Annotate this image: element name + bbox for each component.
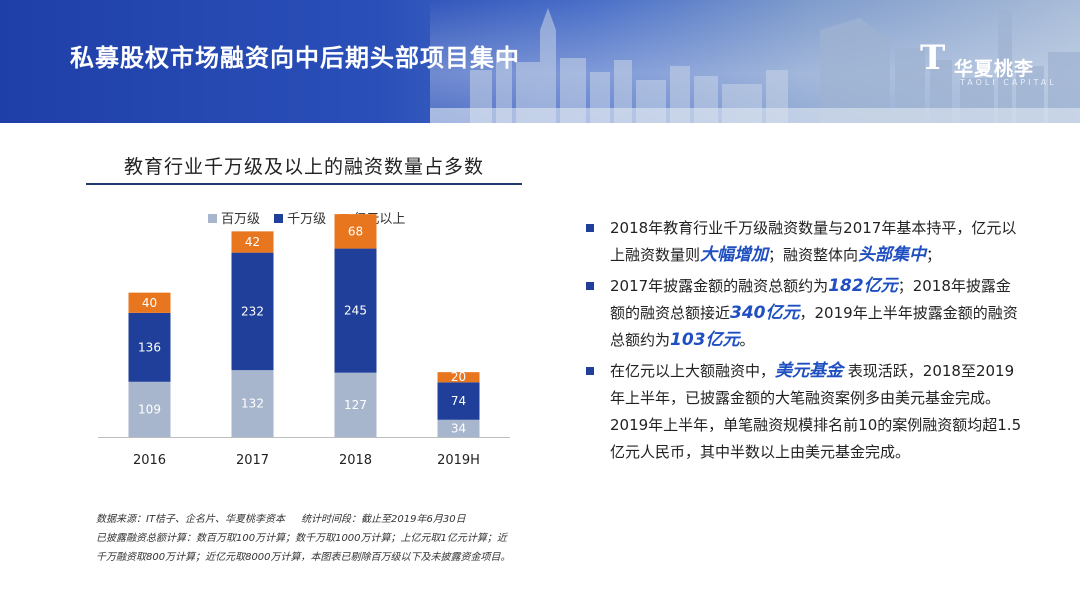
company-logo: T 华夏桃李 TAOLI CAPITAL: [920, 38, 1054, 88]
bar-2017-series-0: [231, 370, 274, 437]
data-label-2016-series-1: 136: [138, 340, 161, 354]
bar-2018-series-1: [334, 248, 377, 373]
finding-2-text-c: ，2019年上半年披露金额的融资总额约为: [610, 304, 1018, 349]
finding-1: 2018年教育行业千万级融资数量与2017年基本持平，亿元以上融资数量则大幅增加…: [584, 215, 1024, 269]
logo-subtitle: TAOLI CAPITAL: [960, 78, 1057, 87]
legend-label-million: 百万级: [221, 212, 261, 227]
finding-2-text-b: ；2018年披露金额的融资总额接近: [610, 277, 1011, 322]
legend-swatch-ten-million: [274, 214, 284, 223]
data-label-2018-series-0: 127: [344, 398, 367, 412]
data-source-note: 数据来源：IT桔子、企名片、华夏桃李资本 统计时间段：截止至2019年6月30日 …: [96, 510, 596, 567]
bar-2019H-series-0: [437, 419, 480, 437]
finding-1-highlight-b: 头部集中: [858, 245, 927, 265]
bar-2016-series-2: [128, 292, 171, 313]
source-line-2: 已披露融资总额计算：数百万取100万计算；数千万取1000万计算；上亿元取1亿元…: [96, 533, 507, 544]
finding-1-highlight-a: 大幅增加: [700, 245, 769, 265]
bar-2016-series-1: [128, 312, 171, 382]
source-period: 统计时间段：截止至2019年6月30日: [301, 514, 466, 525]
bullet-square-icon: [586, 224, 594, 232]
finding-2-highlight-c: 103亿元: [670, 330, 740, 350]
data-label-2017-series-1: 232: [241, 304, 264, 318]
finding-1-text-a: 2018年教育行业千万级融资数量与2017年基本持平，亿元以上融资数量则: [610, 219, 1017, 264]
data-label-2018-series-2: 68: [348, 224, 363, 238]
finding-2-text-d: 。: [739, 331, 755, 349]
x-tick-label-2017: 2017: [236, 453, 269, 468]
x-tick-label-2018: 2018: [339, 453, 372, 468]
x-tick-label-2019H: 2019H: [437, 453, 480, 468]
bar-2017-series-2: [231, 231, 274, 253]
bullet-square-icon: [586, 282, 594, 290]
data-label-2017-series-0: 132: [241, 397, 264, 411]
header-banner: 私募股权市场融资向中后期头部项目集中 T 华夏桃李 TAOLI CAPITAL: [0, 0, 1080, 123]
chart-title: 教育行业千万级及以上的融资数量占多数: [123, 156, 484, 178]
logo-mark: T: [920, 38, 946, 78]
bar-2017-series-1: [231, 252, 274, 371]
bar-2018-series-0: [334, 372, 377, 437]
finding-2-text-a: 2017年披露金额的融资总额约为: [610, 277, 829, 295]
city-skyline-illustration: [430, 8, 1080, 123]
legend-item-million: 百万级: [208, 208, 260, 227]
source-origin: 数据来源：IT桔子、企名片、华夏桃李资本: [96, 514, 286, 525]
finding-1-text-c: ；: [926, 246, 942, 264]
bar-2019H-series-2: [437, 372, 480, 383]
data-label-2019H-series-0: 34: [451, 421, 466, 435]
finding-3-text-b: 表现活跃，2018至2019年上半年，已披露金额的大笔融资案例多由美元基金完成。…: [610, 362, 1022, 461]
data-label-2018-series-1: 245: [344, 304, 367, 318]
finding-3-highlight-a: 美元基金: [775, 361, 844, 381]
finding-1-text-b: ；融资整体向: [768, 246, 859, 264]
data-label-2019H-series-1: 74: [451, 394, 466, 408]
data-label-2019H-series-2: 20: [451, 370, 466, 384]
bar-2018-series-2: [334, 214, 377, 249]
key-findings-list: 2018年教育行业千万级融资数量与2017年基本持平，亿元以上融资数量则大幅增加…: [584, 215, 1024, 470]
bar-2019H-series-1: [437, 382, 480, 420]
finding-3: 在亿元以上大额融资中，美元基金 表现活跃，2018至2019年上半年，已披露金额…: [584, 358, 1024, 466]
finding-2-highlight-b: 340亿元: [730, 303, 800, 323]
x-tick-label-2016: 2016: [133, 453, 166, 468]
bullet-square-icon: [586, 367, 594, 375]
bar-2016-series-0: [128, 381, 171, 437]
legend-item-ten-million: 千万级: [274, 208, 326, 227]
chart-title-underline: [86, 183, 522, 185]
page-title: 私募股权市场融资向中后期头部项目集中: [70, 44, 520, 72]
legend-swatch-million: [208, 214, 217, 223]
finding-2: 2017年披露金额的融资总额约为182亿元；2018年披露金额的融资总额接近34…: [584, 273, 1024, 354]
data-label-2016-series-2: 40: [142, 296, 157, 310]
data-label-2017-series-2: 42: [245, 235, 260, 249]
data-label-2016-series-0: 109: [138, 402, 161, 416]
source-line-3: 千万融资取800万计算；近亿元取8000万计算，本图表已剔除百万级以下及未披露资…: [96, 552, 511, 563]
finding-2-highlight-a: 182亿元: [828, 276, 898, 296]
finding-3-text-a: 在亿元以上大额融资中，: [610, 362, 776, 380]
logo-name: 华夏桃李: [954, 58, 1035, 80]
source-line-1: 数据来源：IT桔子、企名片、华夏桃李资本 统计时间段：截止至2019年6月30日: [96, 510, 596, 529]
legend-label-ten-million: 千万级: [287, 212, 327, 227]
